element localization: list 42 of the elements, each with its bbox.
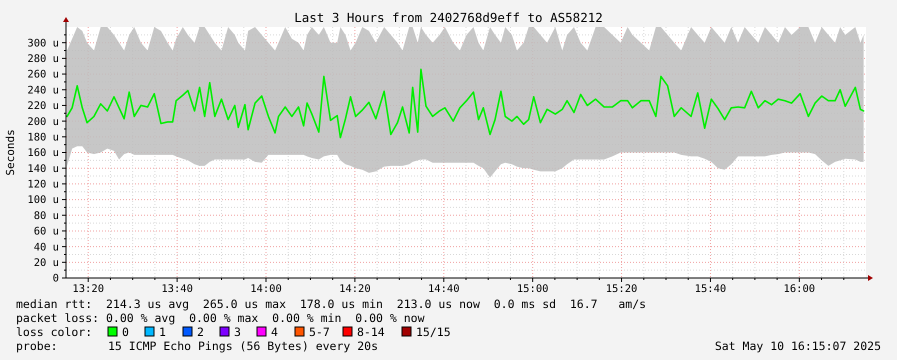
y-tick-label: 20 u — [34, 256, 59, 269]
y-tick-label: 0 — [52, 272, 59, 285]
y-tick-label: 240 u — [27, 84, 59, 96]
text: 2 — [197, 325, 204, 339]
text: 15 ICMP Echo Pings (56 Bytes) every 20s — [108, 339, 378, 353]
y-tick-label: 200 u — [27, 116, 59, 128]
x-tick-label: 13:20 — [72, 283, 104, 295]
text: Sat May 10 16:15:07 2025 — [714, 339, 881, 353]
chart-title: Last 3 Hours from 2402768d9eff to AS58212 — [294, 10, 603, 25]
y-tick-label: 160 u — [27, 147, 59, 160]
y-tick-label: 140 u — [27, 162, 59, 175]
x-tick-label: 15:00 — [516, 283, 548, 295]
x-tick-label: 13:40 — [161, 283, 193, 295]
x-tick-label: 14:40 — [428, 283, 460, 295]
text: 3 — [234, 325, 241, 339]
text: 1 — [159, 325, 166, 339]
text: 4 — [271, 325, 278, 339]
y-tick-label: 60 u — [34, 226, 59, 238]
y-axis-title: Seconds — [4, 129, 17, 176]
y-tick-label: 180 u — [27, 131, 59, 144]
y-tick-label: 220 u — [27, 100, 59, 112]
text: median rtt: 214.3 us avg 265.0 us max 178.0 us min 213.0 us now 0.0 ms sd 16.7 am/s — [16, 297, 646, 311]
x-tick-label: 16:00 — [784, 283, 816, 295]
y-tick-label: 80 u — [34, 210, 59, 222]
y-tick-label: 260 u — [27, 68, 59, 81]
text: probe: — [16, 339, 58, 353]
x-tick-label: 14:00 — [250, 283, 282, 295]
y-tick-label: 40 u — [34, 241, 59, 254]
y-tick-label: 300 u — [27, 37, 59, 50]
text: packet loss: 0.00 % avg 0.00 % max 0.00 % min 0.00 % now — [16, 311, 425, 325]
line-series — [66, 68, 864, 138]
text: 8-14 — [357, 325, 385, 339]
text: 5-7 — [309, 325, 330, 339]
text: 15/15 — [416, 325, 451, 339]
x-tick-label: 14:20 — [339, 283, 371, 295]
y-tick-label: 100 u — [27, 194, 59, 206]
y-tick-label: 120 u — [27, 178, 59, 191]
text: loss color: — [16, 325, 92, 339]
y-tick-label: 280 u — [27, 53, 59, 66]
x-tick-label: 15:40 — [694, 283, 726, 295]
text: 0 — [122, 325, 129, 339]
x-tick-label: 15:20 — [606, 283, 638, 295]
